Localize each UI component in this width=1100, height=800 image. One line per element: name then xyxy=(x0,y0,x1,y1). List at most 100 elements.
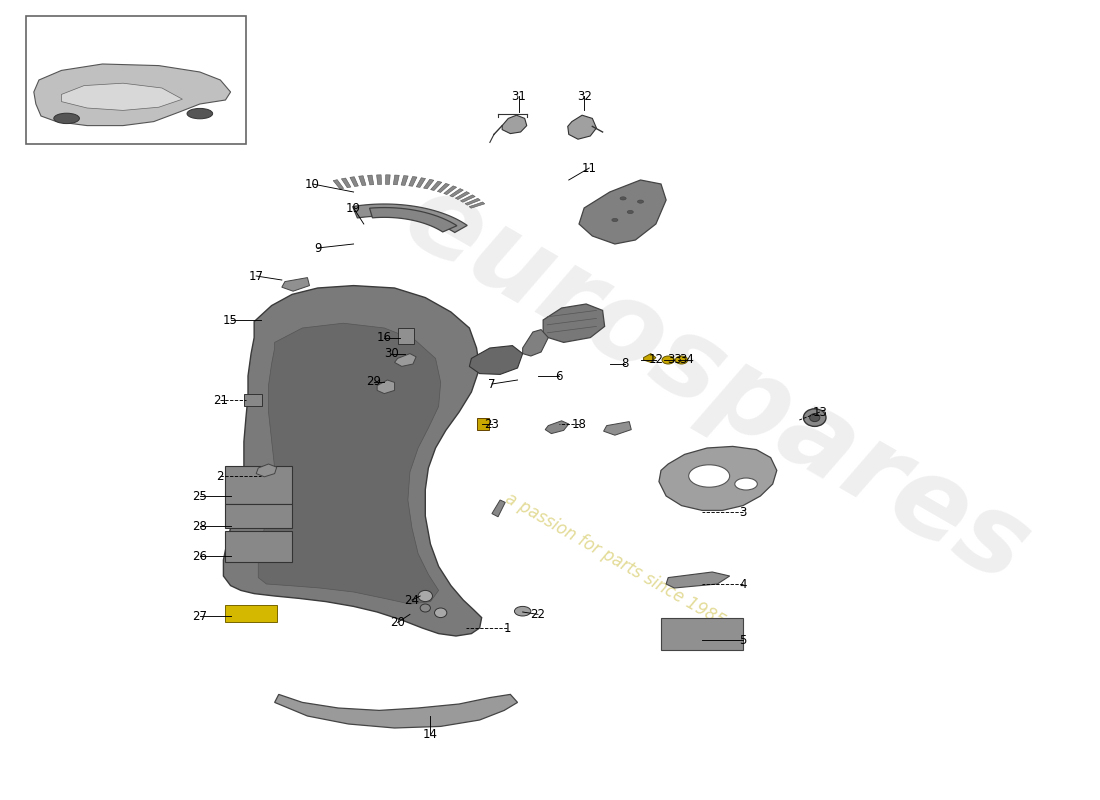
Polygon shape xyxy=(492,500,505,517)
Polygon shape xyxy=(275,694,517,728)
Text: 34: 34 xyxy=(679,354,694,366)
Ellipse shape xyxy=(187,108,212,119)
Ellipse shape xyxy=(420,604,430,612)
Text: 8: 8 xyxy=(621,358,629,370)
Polygon shape xyxy=(402,175,408,186)
Ellipse shape xyxy=(418,590,432,602)
Ellipse shape xyxy=(810,414,820,422)
Bar xyxy=(25,16,246,144)
Ellipse shape xyxy=(434,608,447,618)
Polygon shape xyxy=(223,286,482,636)
Polygon shape xyxy=(62,83,183,110)
Bar xyxy=(476,418,488,430)
Text: 1: 1 xyxy=(504,622,512,634)
Ellipse shape xyxy=(612,218,618,222)
Text: 14: 14 xyxy=(422,728,438,741)
Text: 20: 20 xyxy=(390,616,405,629)
Polygon shape xyxy=(465,198,481,205)
Polygon shape xyxy=(568,115,596,139)
Text: 28: 28 xyxy=(192,520,207,533)
Text: 11: 11 xyxy=(582,162,597,174)
Polygon shape xyxy=(282,278,309,291)
Ellipse shape xyxy=(515,606,531,616)
Text: 22: 22 xyxy=(530,608,546,621)
Ellipse shape xyxy=(803,409,826,426)
Polygon shape xyxy=(370,207,456,232)
Text: 19: 19 xyxy=(346,202,361,214)
Polygon shape xyxy=(522,330,548,356)
Polygon shape xyxy=(256,464,277,477)
Text: eurospares: eurospares xyxy=(386,162,1048,606)
Ellipse shape xyxy=(735,478,757,490)
Text: 26: 26 xyxy=(192,550,207,562)
Polygon shape xyxy=(503,115,527,134)
Polygon shape xyxy=(546,421,569,434)
Text: a passion for parts since 1985: a passion for parts since 1985 xyxy=(502,490,728,630)
Text: 10: 10 xyxy=(305,178,320,190)
Polygon shape xyxy=(461,195,475,202)
Polygon shape xyxy=(341,178,351,188)
Ellipse shape xyxy=(627,210,634,214)
Polygon shape xyxy=(385,175,390,185)
Polygon shape xyxy=(359,176,366,186)
Polygon shape xyxy=(455,192,470,199)
Polygon shape xyxy=(376,175,382,185)
Text: 4: 4 xyxy=(739,578,747,590)
Text: 21: 21 xyxy=(212,394,228,406)
Bar xyxy=(226,605,277,622)
Polygon shape xyxy=(659,446,777,510)
Text: 27: 27 xyxy=(192,610,207,622)
Polygon shape xyxy=(438,183,450,193)
Ellipse shape xyxy=(54,113,79,123)
Bar xyxy=(226,466,293,504)
Text: 30: 30 xyxy=(384,347,399,360)
Text: 24: 24 xyxy=(405,594,419,606)
Polygon shape xyxy=(34,64,231,126)
Polygon shape xyxy=(470,202,485,208)
Text: 3: 3 xyxy=(739,506,747,518)
Polygon shape xyxy=(377,380,395,394)
Text: 29: 29 xyxy=(366,375,382,388)
Polygon shape xyxy=(409,177,417,186)
Text: 31: 31 xyxy=(512,90,526,102)
Ellipse shape xyxy=(620,197,626,200)
Text: 33: 33 xyxy=(667,354,682,366)
Text: 18: 18 xyxy=(572,418,586,430)
Text: 32: 32 xyxy=(576,90,592,102)
Polygon shape xyxy=(258,323,441,604)
Bar xyxy=(661,618,743,650)
Text: 12: 12 xyxy=(648,354,663,366)
Text: 25: 25 xyxy=(192,490,207,502)
Bar xyxy=(397,328,414,344)
Text: 5: 5 xyxy=(739,634,747,646)
Polygon shape xyxy=(430,181,442,190)
Polygon shape xyxy=(416,178,426,187)
Text: 23: 23 xyxy=(484,418,499,430)
Text: 16: 16 xyxy=(377,331,392,344)
Text: 2: 2 xyxy=(217,470,224,482)
Polygon shape xyxy=(667,572,729,588)
Polygon shape xyxy=(644,354,656,362)
Polygon shape xyxy=(579,180,667,244)
Bar xyxy=(226,531,293,562)
Ellipse shape xyxy=(662,356,674,364)
Polygon shape xyxy=(424,179,433,189)
Text: 13: 13 xyxy=(813,406,827,418)
Polygon shape xyxy=(367,175,374,185)
Ellipse shape xyxy=(675,356,688,364)
Polygon shape xyxy=(604,422,631,435)
Polygon shape xyxy=(443,186,456,194)
Polygon shape xyxy=(353,204,468,233)
Text: 6: 6 xyxy=(554,370,562,382)
Polygon shape xyxy=(333,180,343,189)
Polygon shape xyxy=(470,346,522,374)
Bar xyxy=(244,394,263,406)
Polygon shape xyxy=(395,354,416,366)
Polygon shape xyxy=(394,175,399,185)
Ellipse shape xyxy=(689,465,729,487)
Polygon shape xyxy=(350,177,359,186)
Polygon shape xyxy=(450,189,463,197)
Ellipse shape xyxy=(637,200,644,203)
Text: 7: 7 xyxy=(488,378,496,390)
Text: 15: 15 xyxy=(223,314,238,326)
